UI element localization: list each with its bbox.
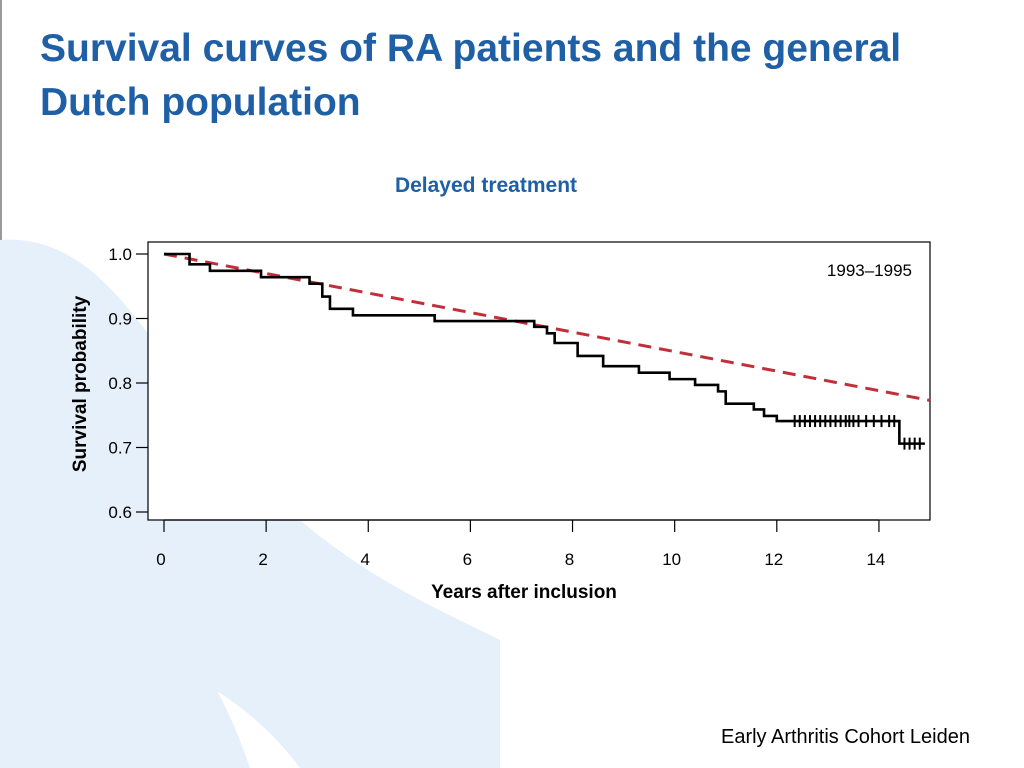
y-axis: 0.6 0.7 0.8 0.9 1.0 — [108, 245, 148, 522]
x-tick-label: 0 — [156, 550, 165, 569]
censor-marks — [793, 415, 921, 450]
x-tick-label: 2 — [258, 550, 267, 569]
x-tick-label: 14 — [866, 550, 885, 569]
footer-credit: Early Arthritis Cohort Leiden — [720, 726, 970, 748]
plot-frame — [147, 241, 931, 521]
background-arc-lower — [0, 560, 250, 768]
x-axis-label: Years after inclusion — [431, 582, 617, 603]
y-tick-label: 0.7 — [108, 439, 132, 458]
y-tick-label: 1.0 — [108, 245, 132, 264]
x-tick-label: 12 — [764, 550, 783, 569]
x-tick-label: 10 — [662, 550, 681, 569]
y-tick-label: 0.6 — [108, 503, 132, 522]
x-axis: 0 2 4 6 8 10 12 14 — [156, 519, 885, 569]
y-tick-label: 0.9 — [108, 310, 132, 329]
slide-title: Survival curves of RA patients and the g… — [40, 27, 902, 124]
chart-title: Delayed treatment — [394, 174, 578, 197]
y-tick-label: 0.8 — [108, 374, 132, 393]
x-tick-label: 6 — [463, 550, 472, 569]
x-tick-label: 4 — [361, 550, 370, 569]
period-annotation: 1993–1995 — [827, 261, 912, 280]
x-tick-label: 8 — [565, 550, 574, 569]
y-axis-label: Survival probability — [70, 295, 91, 472]
km-curve — [164, 252, 925, 445]
